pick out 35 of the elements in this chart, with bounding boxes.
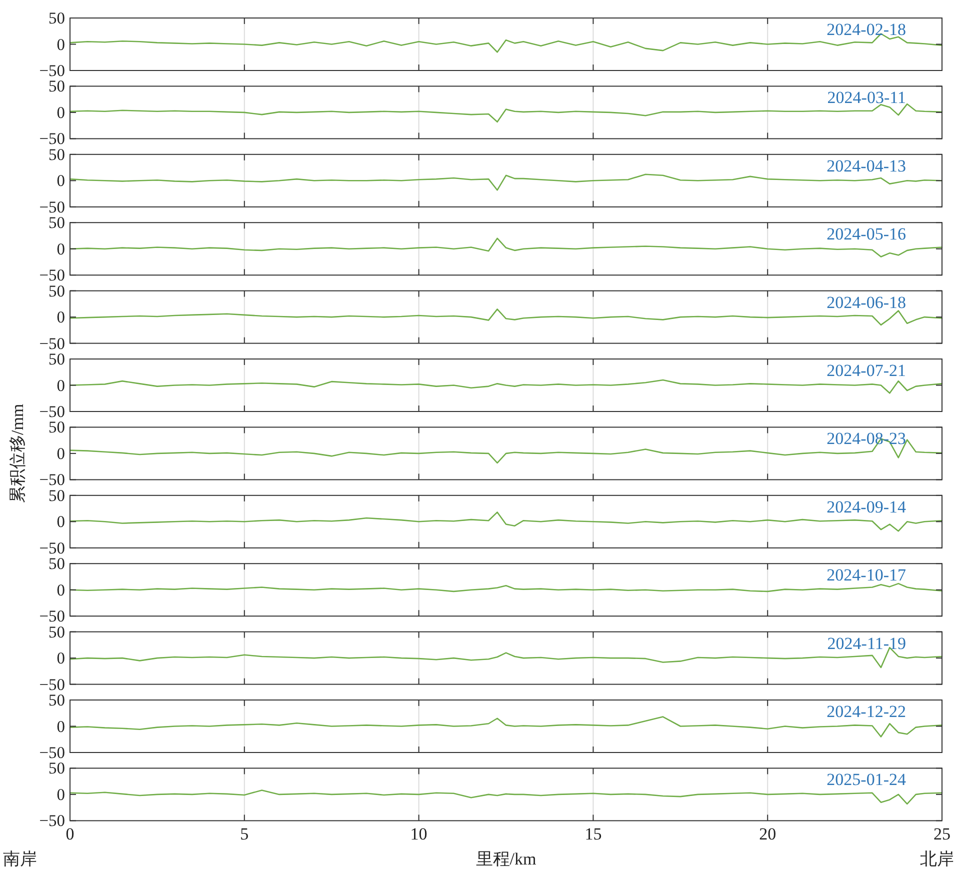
- annotation: 2024-08-23: [826, 429, 906, 448]
- annotation: 2024-05-16: [826, 224, 906, 244]
- y-tick-label: 0: [56, 102, 65, 122]
- y-tick-label: 0: [56, 376, 65, 395]
- annotation: 2024-06-18: [826, 292, 906, 312]
- annotation: 2024-07-21: [826, 361, 906, 380]
- y-tick-label: 50: [48, 8, 65, 28]
- x-tick-label: 25: [934, 824, 950, 844]
- annotation: 2024-02-18: [826, 20, 906, 39]
- x-tick-label: 20: [759, 824, 776, 844]
- annotation: 2025-01-24: [826, 770, 906, 790]
- y-tick-label: 0: [56, 716, 65, 736]
- y-tick-label: 0: [56, 308, 65, 327]
- text: 南岸: [3, 850, 37, 869]
- y-tick-label: 0: [56, 512, 65, 532]
- annotation: 2024-10-17: [826, 566, 906, 585]
- y-tick-label: 0: [56, 784, 65, 804]
- x-tick-label: 10: [410, 824, 428, 844]
- y-axis-title: 累积位移/mm: [8, 404, 27, 504]
- annotation: 2024-11-19: [827, 634, 906, 653]
- y-tick-label: 0: [56, 239, 65, 258]
- y-tick-label: 0: [56, 444, 65, 463]
- annotation: 2024-03-11: [827, 88, 906, 108]
- y-tick-label: −50: [39, 811, 65, 830]
- y-tick-label: 0: [56, 171, 65, 190]
- y-tick-label: 0: [56, 648, 65, 668]
- y-tick-label: 0: [56, 34, 65, 54]
- annotation: 2024-04-13: [826, 156, 906, 176]
- annotation: 2024-12-22: [826, 702, 906, 721]
- annotation: 2024-09-14: [826, 497, 906, 516]
- x-axis-title: 里程/km: [476, 850, 536, 869]
- y-tick-label: 0: [56, 580, 65, 600]
- x-tick-label: 15: [584, 824, 602, 844]
- x-tick-label: 5: [240, 824, 249, 844]
- text: 北岸: [920, 850, 954, 869]
